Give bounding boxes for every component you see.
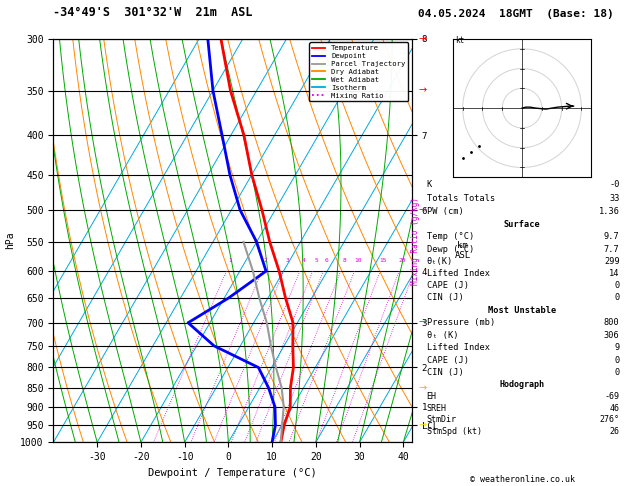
Text: 8: 8 [342,258,346,262]
Text: 2: 2 [264,258,267,262]
Text: Temp (°C): Temp (°C) [426,232,474,242]
Text: →: → [418,86,426,96]
Text: StmDir: StmDir [426,416,457,424]
Text: Pressure (mb): Pressure (mb) [426,318,495,327]
Text: 306: 306 [604,330,620,340]
Text: 7.7: 7.7 [604,244,620,254]
Text: →: → [418,205,426,215]
Text: 20: 20 [399,258,406,262]
Text: 04.05.2024  18GMT  (Base: 18): 04.05.2024 18GMT (Base: 18) [418,9,614,19]
Text: 5: 5 [314,258,318,262]
Text: Lifted Index: Lifted Index [426,269,489,278]
Text: →: → [418,318,426,328]
Text: 33: 33 [609,193,620,203]
Text: 4: 4 [301,258,305,262]
Text: Surface: Surface [504,220,540,229]
Text: kt: kt [455,36,464,45]
Text: 276°: 276° [599,416,620,424]
Text: 3: 3 [286,258,289,262]
X-axis label: Dewpoint / Temperature (°C): Dewpoint / Temperature (°C) [148,468,317,478]
Text: 0: 0 [615,293,620,302]
Text: Most Unstable: Most Unstable [488,306,556,314]
Y-axis label: hPa: hPa [4,232,14,249]
Text: 0: 0 [615,281,620,290]
Text: 14: 14 [609,269,620,278]
Text: Lifted Index: Lifted Index [426,343,489,352]
Text: Dewp (°C): Dewp (°C) [426,244,474,254]
Text: -0: -0 [609,180,620,189]
Text: θₜ(K): θₜ(K) [426,257,453,266]
Text: K: K [426,180,432,189]
Text: 26: 26 [610,427,620,436]
Text: θₜ (K): θₜ (K) [426,330,458,340]
Text: 9.7: 9.7 [604,232,620,242]
Text: 10: 10 [354,258,362,262]
Text: StmSpd (kt): StmSpd (kt) [426,427,482,436]
Text: →: → [418,420,426,430]
Text: →: → [418,383,426,393]
Text: 299: 299 [604,257,620,266]
Text: CIN (J): CIN (J) [426,293,464,302]
Text: 6: 6 [325,258,328,262]
Text: 46: 46 [610,404,620,413]
Y-axis label: km
ASL: km ASL [455,241,471,260]
Text: Hodograph: Hodograph [499,381,545,389]
Text: 9: 9 [615,343,620,352]
Text: CAPE (J): CAPE (J) [426,356,469,365]
Text: EH: EH [426,392,437,401]
Text: -34°49'S  301°32'W  21m  ASL: -34°49'S 301°32'W 21m ASL [53,6,253,19]
Text: CAPE (J): CAPE (J) [426,281,469,290]
Text: 0: 0 [615,368,620,377]
Text: →: → [418,34,426,44]
Text: 15: 15 [380,258,387,262]
Text: Mixing Ratio (g/kg): Mixing Ratio (g/kg) [411,197,420,284]
Text: CIN (J): CIN (J) [426,368,464,377]
Text: 0: 0 [615,356,620,365]
Text: -69: -69 [604,392,620,401]
Text: © weatheronline.co.uk: © weatheronline.co.uk [470,474,574,484]
Text: 1.36: 1.36 [599,208,620,216]
Legend: Temperature, Dewpoint, Parcel Trajectory, Dry Adiabat, Wet Adiabat, Isotherm, Mi: Temperature, Dewpoint, Parcel Trajectory… [309,42,408,102]
Text: PW (cm): PW (cm) [426,208,464,216]
Text: 1: 1 [228,258,232,262]
Text: Totals Totals: Totals Totals [426,193,495,203]
Text: SREH: SREH [426,404,447,413]
Text: 800: 800 [604,318,620,327]
